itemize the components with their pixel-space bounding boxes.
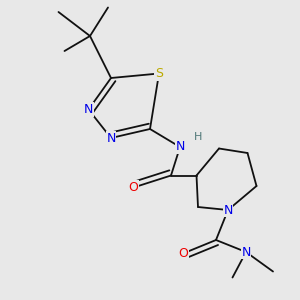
Text: N: N — [241, 245, 251, 259]
Text: S: S — [155, 67, 163, 80]
Text: O: O — [178, 247, 188, 260]
Text: H: H — [194, 131, 202, 142]
Text: N: N — [223, 203, 233, 217]
Text: O: O — [129, 181, 138, 194]
Text: N: N — [175, 140, 185, 154]
Text: N: N — [106, 131, 116, 145]
Text: N: N — [84, 103, 93, 116]
